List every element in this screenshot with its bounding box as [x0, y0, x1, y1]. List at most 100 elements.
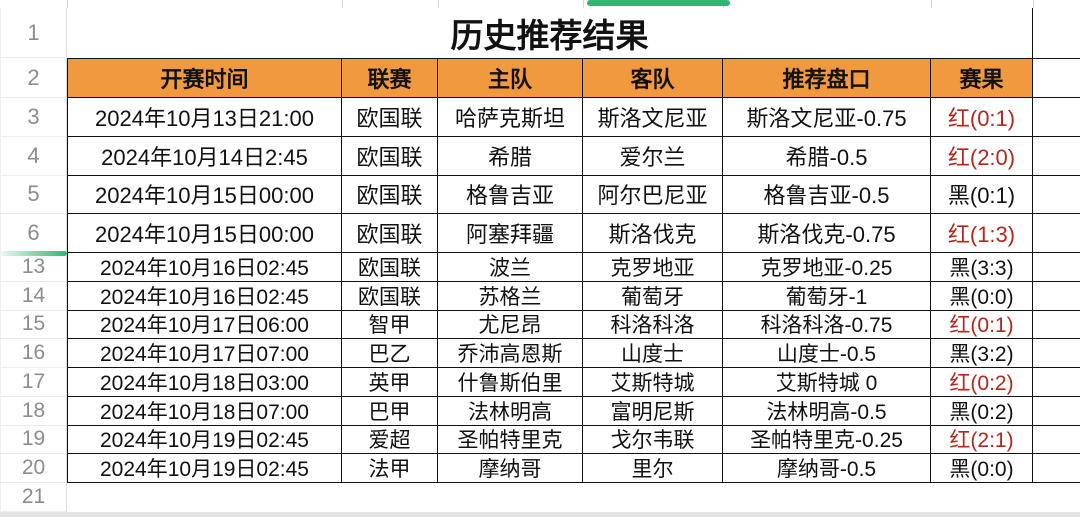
cell-time[interactable]: 2024年10月15日00:00: [67, 176, 342, 215]
cell-home-team[interactable]: 摩纳哥: [438, 454, 583, 483]
cell-result[interactable]: 黑(3:3): [931, 253, 1033, 282]
cell-league[interactable]: 巴乙: [342, 339, 438, 368]
cell-home-team[interactable]: 什鲁斯伯里: [438, 368, 583, 397]
cell-home-team[interactable]: 乔沛高恩斯: [438, 339, 583, 368]
cell-time[interactable]: 2024年10月13日21:00: [67, 98, 342, 137]
cell-away-team[interactable]: 克罗地亚: [583, 253, 723, 282]
row-number-6[interactable]: 6: [1, 214, 67, 253]
cell-time[interactable]: 2024年10月14日2:45: [67, 137, 342, 176]
row-number-3[interactable]: 3: [1, 98, 67, 137]
cell-result[interactable]: 红(2:0): [931, 137, 1033, 176]
cell-league[interactable]: 法甲: [342, 454, 438, 483]
cell-league[interactable]: 欧国联: [342, 282, 438, 311]
cell-away-team[interactable]: 里尔: [583, 454, 723, 483]
cell-home-team[interactable]: 尤尼昂: [438, 311, 583, 340]
cell-home-team[interactable]: 希腊: [438, 137, 583, 176]
cell-result[interactable]: 黑(0:0): [931, 282, 1033, 311]
cell-league[interactable]: 巴甲: [342, 397, 438, 426]
cell-result[interactable]: 红(0:1): [931, 311, 1033, 340]
cell-extra[interactable]: [1033, 426, 1080, 455]
cell-handicap[interactable]: 法林明高-0.5: [723, 397, 931, 426]
cell-result[interactable]: 红(1:3): [931, 214, 1033, 253]
cell-home-team[interactable]: 苏格兰: [438, 282, 583, 311]
row-number-13[interactable]: 13: [1, 253, 67, 282]
cell-result[interactable]: 黑(3:2): [931, 339, 1033, 368]
cell-time[interactable]: 2024年10月16日02:45: [67, 253, 342, 282]
cell-extra[interactable]: [1033, 368, 1080, 397]
cell-home-team[interactable]: 法林明高: [438, 397, 583, 426]
row-number-15[interactable]: 15: [1, 311, 67, 340]
cell-extra[interactable]: [1033, 339, 1080, 368]
cell-handicap[interactable]: 艾斯特城 0: [723, 368, 931, 397]
cell-away-team[interactable]: 科洛科洛: [583, 311, 723, 340]
cell-extra[interactable]: [1033, 253, 1080, 282]
cell-handicap[interactable]: 摩纳哥-0.5: [723, 454, 931, 483]
cell-time[interactable]: 2024年10月16日02:45: [67, 282, 342, 311]
cell-league[interactable]: 欧国联: [342, 137, 438, 176]
cell-result[interactable]: 红(0:2): [931, 368, 1033, 397]
cell-result[interactable]: 红(2:1): [931, 426, 1033, 455]
cell-handicap[interactable]: 格鲁吉亚-0.5: [723, 176, 931, 215]
cell-away-team[interactable]: 爱尔兰: [583, 137, 723, 176]
cell-away-team[interactable]: 斯洛文尼亚: [583, 98, 723, 137]
row-number-1[interactable]: 1: [1, 8, 67, 58]
hidden-rows-indicator[interactable]: [0, 251, 67, 256]
cell-away-team[interactable]: 斯洛伐克: [583, 214, 723, 253]
cell-extra[interactable]: [1033, 137, 1080, 176]
row-number-20[interactable]: 20: [1, 454, 67, 483]
cell-handicap[interactable]: 山度士-0.5: [723, 339, 931, 368]
cell-league[interactable]: 欧国联: [342, 176, 438, 215]
header-home[interactable]: 主队: [438, 58, 583, 98]
cell-home-team[interactable]: 哈萨克斯坦: [438, 98, 583, 137]
cell-time[interactable]: 2024年10月18日07:00: [67, 397, 342, 426]
cell-handicap[interactable]: 希腊-0.5: [723, 137, 931, 176]
cell-result[interactable]: 黑(0:0): [931, 454, 1033, 483]
cell-handicap[interactable]: 斯洛伐克-0.75: [723, 214, 931, 253]
cell-result[interactable]: 红(0:1): [931, 98, 1033, 137]
sheet-title[interactable]: 历史推荐结果: [67, 8, 1033, 58]
cell-extra[interactable]: [1033, 98, 1080, 137]
row-number-19[interactable]: 19: [1, 426, 67, 455]
row-number-4[interactable]: 4: [1, 137, 67, 176]
cell-away-team[interactable]: 山度士: [583, 339, 723, 368]
cell-extra[interactable]: [1033, 282, 1080, 311]
row-number-18[interactable]: 18: [1, 397, 67, 426]
cell-league[interactable]: 英甲: [342, 368, 438, 397]
cell-extra[interactable]: [1033, 176, 1080, 215]
cell-league[interactable]: 智甲: [342, 311, 438, 340]
row-number-17[interactable]: 17: [1, 368, 67, 397]
cell-extra[interactable]: [1033, 311, 1080, 340]
cell-away-team[interactable]: 阿尔巴尼亚: [583, 176, 723, 215]
cell-time[interactable]: 2024年10月17日06:00: [67, 311, 342, 340]
cell-league[interactable]: 欧国联: [342, 214, 438, 253]
cell-handicap[interactable]: 科洛科洛-0.75: [723, 311, 931, 340]
cell-time[interactable]: 2024年10月18日03:00: [67, 368, 342, 397]
row-number-2[interactable]: 2: [1, 58, 67, 98]
header-league[interactable]: 联赛: [342, 58, 438, 98]
row-number-14[interactable]: 14: [1, 282, 67, 311]
cell-time[interactable]: 2024年10月15日00:00: [67, 214, 342, 253]
cell-result[interactable]: 黑(0:1): [931, 176, 1033, 215]
header-result[interactable]: 赛果: [931, 58, 1033, 98]
cell-extra[interactable]: [1033, 454, 1080, 483]
cell-handicap[interactable]: 克罗地亚-0.25: [723, 253, 931, 282]
cell-handicap[interactable]: 斯洛文尼亚-0.75: [723, 98, 931, 137]
cell-home-team[interactable]: 阿塞拜疆: [438, 214, 583, 253]
header-handicap[interactable]: 推荐盘口: [723, 58, 931, 98]
cell-time[interactable]: 2024年10月19日02:45: [67, 454, 342, 483]
row-number-21[interactable]: 21: [1, 483, 67, 512]
cell-league[interactable]: 欧国联: [342, 253, 438, 282]
cell-extra[interactable]: [1033, 214, 1080, 253]
cell-league[interactable]: 欧国联: [342, 98, 438, 137]
cell-home-team[interactable]: 格鲁吉亚: [438, 176, 583, 215]
cell-away-team[interactable]: 戈尔韦联: [583, 426, 723, 455]
header-time[interactable]: 开赛时间: [67, 58, 342, 98]
header-away[interactable]: 客队: [583, 58, 723, 98]
cell-away-team[interactable]: 艾斯特城: [583, 368, 723, 397]
cell-extra[interactable]: [1033, 397, 1080, 426]
cell-home-team[interactable]: 圣帕特里克: [438, 426, 583, 455]
cell-result[interactable]: 黑(0:2): [931, 397, 1033, 426]
cell-handicap[interactable]: 葡萄牙-1: [723, 282, 931, 311]
cell-extra-row1[interactable]: [1033, 8, 1080, 58]
cell-league[interactable]: 爱超: [342, 426, 438, 455]
